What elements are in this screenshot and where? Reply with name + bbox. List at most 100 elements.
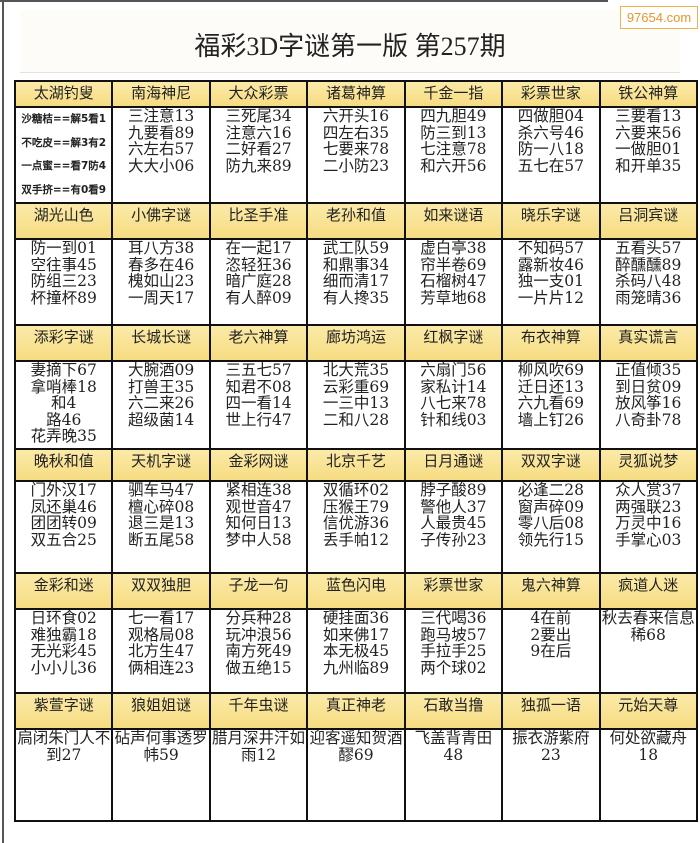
riddle-line: 二和八28 [322, 410, 390, 429]
riddle-line: 做五绝15 [225, 658, 292, 677]
riddle-cell: 四九胆49 防三到13 七注意78 和六开56 [403, 106, 504, 204]
riddle-line: 人最贵45 [420, 514, 487, 532]
riddle-line: 梦中人58 [225, 530, 292, 549]
riddle-line: 五看头57 [615, 239, 682, 257]
riddle-cell: 三代喝36 跑马坡57 手拉手25 两个球02 [403, 608, 504, 694]
riddle-cell: 何处欲藏舟18 [598, 728, 699, 822]
riddle-cell: 七一看17 观格局08 北方生47 俩相连23 [111, 608, 211, 694]
riddle-line: 四做胆04 [517, 107, 584, 125]
riddle-cell: 脖子酸89 警他人37 人最贵45 子传孙23 [403, 480, 504, 574]
riddle-line: 四左右35 [322, 123, 390, 142]
column-header: 疯道人迷 [598, 572, 699, 610]
riddle-cell: 日环食02 难独霸18 无光彩45 小小儿36 [13, 608, 114, 694]
riddle-line: 一做胆01 [615, 140, 682, 158]
column-header: 日月通谜 [403, 448, 504, 482]
frame-border-top [0, 0, 608, 2]
riddle-line: 玩冲浪56 [225, 625, 292, 644]
column-header: 灵狐说梦 [598, 448, 699, 482]
riddle-line: 四九胆49 [420, 107, 487, 125]
riddle-line: 2要出 [530, 625, 572, 644]
riddle-line: 六开头16 [322, 107, 390, 125]
riddle-line: 扃闭朱门人不到27 [17, 729, 111, 764]
frame-border-left [2, 0, 4, 843]
column-header: 太湖钓叟 [13, 80, 114, 108]
riddle-line: 必逢二28 [517, 481, 584, 499]
riddle-line: 八七来78 [420, 394, 487, 412]
page-title: 福彩3D字谜第一版 第257期 [194, 32, 506, 61]
riddle-line: 手拉手25 [420, 642, 487, 660]
riddle-cell: 飞盖背青田48 [403, 728, 504, 822]
riddle-line: 杯撞杯89 [30, 288, 97, 307]
column-header: 千年虫谜 [208, 692, 309, 730]
riddle-line: 何处欲藏舟18 [609, 729, 688, 764]
riddle-cell: 大腕酒09 打兽王35 六二来26 超级菌14 [111, 360, 211, 450]
riddle-line: 知何日13 [225, 514, 292, 532]
header-row: 湖光山色 小佛字谜 比圣手准 老孙和值 如来谜语 晓乐字谜 吕洞宾谜 [13, 202, 699, 240]
riddle-line: 空往事45 [30, 255, 97, 274]
riddle-line: 秋去春来信息稀68 [601, 609, 695, 644]
column-header: 元始天尊 [598, 692, 699, 730]
riddle-cell: 三要看13 六要来56 一做胆01 和开单35 [598, 106, 699, 204]
column-header: 湖光山色 [13, 202, 114, 240]
riddle-line: 双循环02 [322, 481, 390, 499]
riddle-line: 妻摘下67 [30, 361, 97, 379]
column-header: 子龙一句 [208, 572, 309, 610]
riddle-line: 到日贫09 [615, 377, 682, 396]
column-header: 添彩字谜 [13, 324, 114, 362]
riddle-cell: 在一起17 恣轻狂36 暗广庭28 有人醉09 [208, 238, 309, 326]
riddle-cell: 四做胆04 杀六号46 防一八18 五七在57 [501, 106, 601, 204]
riddle-cell: 不知码57 露新妆46 独一支01 一片片12 [501, 238, 601, 326]
column-header: 老六神算 [208, 324, 309, 362]
riddle-cell: 双循环02 压猴王79 信优游36 丢手帕12 [306, 480, 406, 574]
riddle-line: 飞盖背青田48 [414, 729, 493, 764]
riddle-line: 九州临89 [322, 658, 390, 677]
riddle-line: 六二来26 [128, 394, 195, 412]
column-header: 鬼六神算 [501, 572, 601, 610]
column-header: 石敢当撸 [403, 692, 504, 730]
column-header: 千金一指 [403, 80, 504, 108]
riddle-line: 迎客遥知贺酒醪69 [309, 729, 403, 764]
column-header: 比圣手准 [208, 202, 309, 240]
riddle-line: 暗广庭28 [225, 272, 292, 290]
riddle-line: 醉醺醺89 [615, 255, 682, 274]
riddle-line: 三要看13 [615, 107, 682, 125]
column-header: 双双字谜 [501, 448, 601, 482]
riddle-cell: 六开头16 四左右35 七要来78 二小防23 [306, 106, 406, 204]
riddle-line: 和六开56 [420, 156, 487, 175]
column-header: 真实谎言 [598, 324, 699, 362]
column-header: 晚秋和值 [13, 448, 114, 482]
riddle-line: 砧声何事透罗帏59 [114, 729, 208, 764]
column-header: 大众彩票 [208, 80, 309, 108]
riddle-cell: 三五七57 知君不08 四一看14 世上行47 [208, 360, 309, 450]
riddle-cell: 腊月深井汗如雨12 [208, 728, 309, 822]
riddle-line: 柳风吹69 [517, 361, 584, 379]
riddle-line: 凤还巢46 [30, 497, 97, 516]
riddle-cell: 门外汉17 凤还巢46 团团转09 双五合25 [13, 480, 114, 574]
riddle-line: 防组三23 [30, 272, 97, 290]
riddle-line: 断五尾58 [128, 530, 195, 549]
riddle-line: 腊月深井汗如雨12 [212, 729, 306, 764]
riddle-line: 独一支01 [517, 272, 584, 290]
riddle-line: 路46 [46, 410, 82, 429]
riddle-line: 紧相连38 [225, 481, 292, 499]
riddle-line: 领先行15 [517, 530, 584, 549]
riddle-line: 北大荒35 [322, 361, 390, 379]
column-header: 南海神尼 [111, 80, 211, 108]
riddle-cell: 众人赏37 两强联23 万灵中16 手掌心03 [598, 480, 699, 574]
riddle-cell: 扃闭朱门人不到27 [13, 728, 114, 822]
column-header: 老孙和值 [306, 202, 406, 240]
riddle-cell: 虚白亭38 帘半卷69 石榴树47 芳草地68 [403, 238, 504, 326]
column-header: 双双独胆 [111, 572, 211, 610]
riddle-line: 槐如山23 [128, 272, 195, 290]
riddle-line: 世上行47 [225, 410, 292, 429]
riddle-line: 三代喝36 [420, 609, 487, 627]
column-header: 如来谜语 [403, 202, 504, 240]
riddle-line: 分兵种28 [225, 609, 292, 627]
riddle-line: 恣轻狂36 [225, 255, 292, 274]
riddle-cell: 砧声何事透罗帏59 [111, 728, 211, 822]
riddle-cell: 武工队59 和鼎事34 细而清17 有人搀35 [306, 238, 406, 326]
riddle-line: 门外汉17 [30, 481, 97, 499]
riddle-line: 硬挂面36 [322, 609, 390, 627]
riddle-line: 露新妆46 [517, 255, 584, 274]
riddle-line: 退三是13 [128, 514, 195, 532]
